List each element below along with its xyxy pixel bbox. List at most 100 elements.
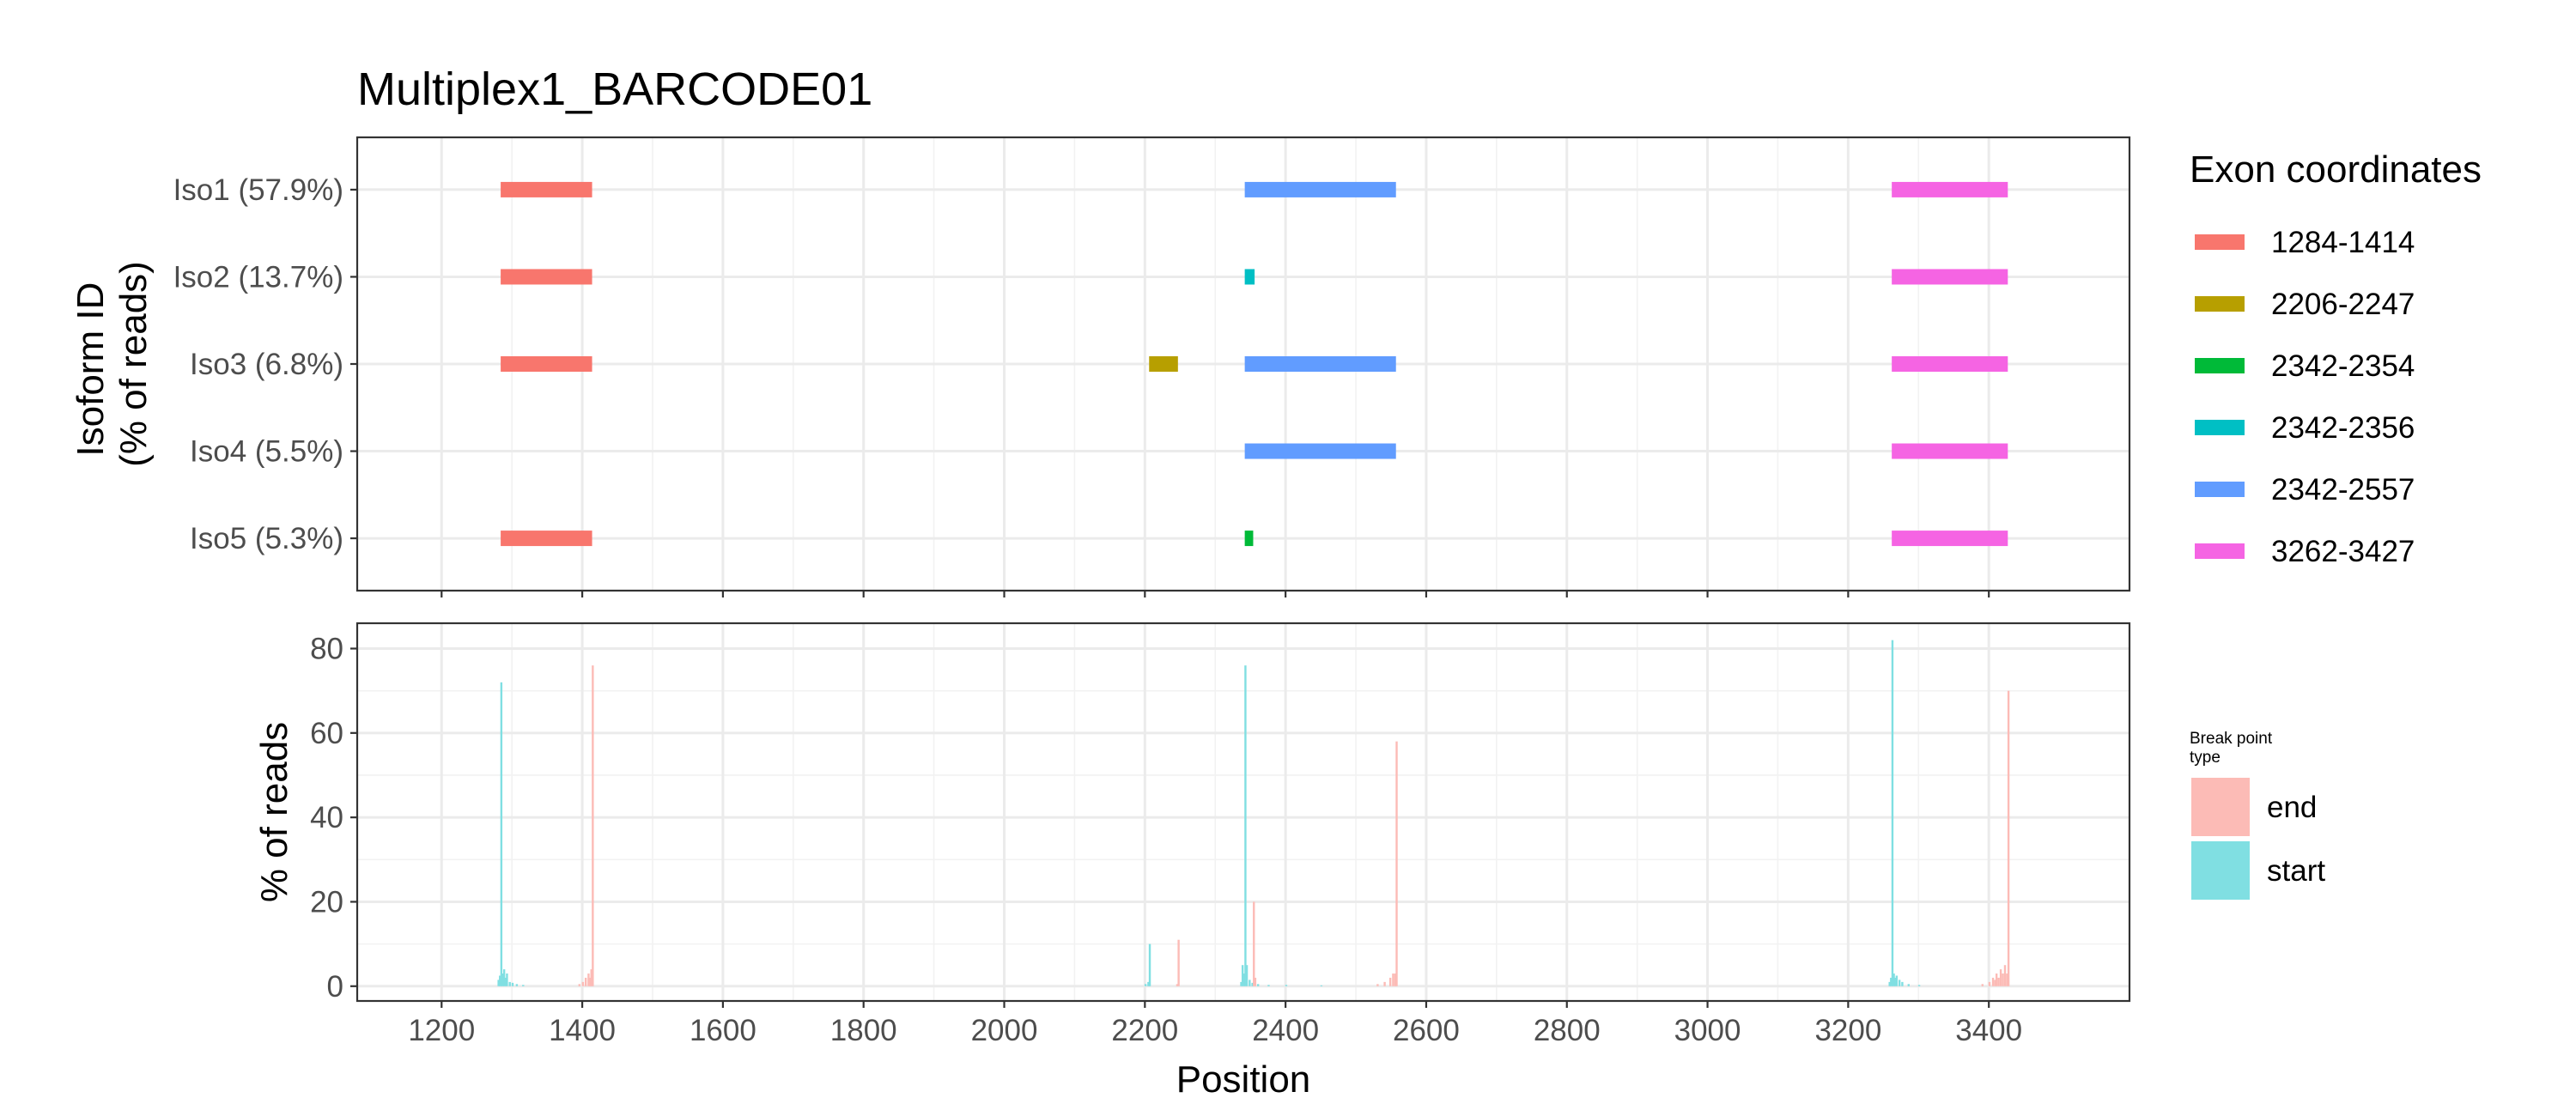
exon-bar [1244, 181, 1396, 197]
breakpoint-bar [515, 984, 519, 986]
exon-bar [1892, 356, 2008, 372]
position-tick-label: 3400 [1955, 1014, 2022, 1047]
exon-bar [1892, 269, 2008, 285]
breakpoint-bar [1267, 985, 1270, 986]
position-tick-label: 2600 [1393, 1014, 1460, 1047]
breakpoint-bar [502, 969, 506, 986]
breakpoint-bar [1249, 980, 1251, 986]
exon-legend-label: 1284-1414 [2271, 226, 2415, 259]
breakpoint-bar [587, 973, 590, 986]
exon-legend-label: 2342-2356 [2271, 411, 2415, 445]
breakpoint-legend-title-line-1: Break point [2190, 730, 2273, 748]
breakpoint-bar [1383, 981, 1386, 986]
breakpoint-bar [2006, 973, 2008, 986]
breakpoint-bar [1890, 977, 1893, 986]
breakpoint-bar [1907, 984, 1910, 986]
breakpoint-bar [1891, 640, 1894, 986]
isoform-label: Iso5 (5.3%) [190, 522, 343, 555]
exon-legend-key [2195, 543, 2245, 559]
exon-legend-key [2195, 420, 2245, 435]
breakpoint-bar [1901, 981, 1904, 986]
position-tick-label: 2400 [1252, 1014, 1319, 1047]
percent-axis: 0 20 40 60 80 [310, 632, 357, 1004]
breakpoint-bar [1917, 985, 1921, 986]
position-tick-label: 2200 [1111, 1014, 1178, 1047]
breakpoint-bar [1147, 981, 1150, 986]
isoform-label: Iso3 (6.8%) [190, 348, 343, 381]
breakpoint-legend-key [2191, 841, 2250, 900]
exon-legend-label: 2206-2247 [2271, 288, 2415, 321]
breakpoint-bar [2003, 965, 2007, 986]
exon-legend-items: 1284-1414 2206-2247 2342-2354 2342-2356 2342… [2195, 226, 2415, 568]
isoform-label: Iso2 (13.7%) [173, 260, 343, 294]
breakpoint-bar [1242, 973, 1245, 986]
breakpoint-bars [497, 640, 2010, 986]
breakpoint-bar [2007, 690, 2010, 986]
exon-bar [1244, 443, 1396, 459]
percent-tick-label: 20 [310, 885, 343, 919]
breakpoint-bar [1253, 901, 1255, 986]
exon-bar [501, 269, 592, 285]
exon-bars [501, 181, 2008, 547]
exon-bar [501, 181, 592, 197]
breakpoint-bar [1254, 977, 1257, 986]
exon-bar [501, 356, 592, 372]
breakpoint-bar [592, 665, 594, 986]
percent-tick-label: 60 [310, 717, 343, 750]
breakpoint-bar [506, 973, 508, 986]
breakpoint-bar [508, 981, 511, 986]
breakpoint-bar [1176, 984, 1179, 986]
breakpoint-bar [1994, 980, 1996, 986]
chart-title: Multiplex1_BARCODE01 [357, 64, 872, 115]
breakpoint-bar [1895, 975, 1899, 986]
position-tick-label: 2800 [1534, 1014, 1601, 1047]
exon-bar [1149, 356, 1178, 372]
isoform-panel: Iso1 (57.9%) Iso2 (13.7%) Iso3 (6.8%) Iso4 … [70, 136, 2131, 597]
percent-tick-label: 80 [310, 632, 343, 665]
breakpoint-bar [1392, 973, 1394, 986]
breakpoint-bar [581, 981, 585, 986]
exon-legend-label: 2342-2557 [2271, 473, 2415, 506]
percent-tick-label: 40 [310, 801, 343, 834]
breakpoint-bar [1894, 977, 1897, 986]
breakpoint-panel-border [355, 622, 2131, 1003]
isoform-axis-title-line-1: Isoform ID [70, 282, 112, 457]
exon-legend-key [2195, 234, 2245, 250]
exon-bar [1244, 356, 1396, 372]
breakpoint-legend-title-line-2: type [2190, 749, 2221, 767]
breakpoint-bar [1991, 977, 1995, 986]
exon-bar [1244, 269, 1255, 285]
breakpoint-bar [1251, 982, 1254, 986]
exon-legend-key [2195, 482, 2245, 497]
breakpoint-bar [1144, 984, 1147, 986]
position-tick-label: 3200 [1814, 1014, 1881, 1047]
breakpoint-bar [1148, 943, 1151, 986]
breakpoint-bar [1995, 973, 1998, 986]
isoform-panel-grid [357, 137, 2129, 591]
position-tick-label: 1600 [690, 1014, 756, 1047]
breakpoint-bar [1988, 981, 1991, 986]
isoform-axis-title-line-2: (% of reads) [112, 261, 155, 467]
breakpoint-bar [1395, 741, 1398, 986]
breakpoint-legend-label: end [2267, 791, 2317, 824]
position-tick-label: 1400 [549, 1014, 616, 1047]
position-tick-label: 3000 [1674, 1014, 1741, 1047]
breakpoint-bar [1898, 980, 1901, 986]
breakpoint-bar [590, 969, 592, 986]
breakpoint-bar [1999, 969, 2002, 986]
exon-bar [1892, 443, 2008, 459]
breakpoint-bar [1394, 973, 1397, 986]
exon-bar [1892, 531, 2008, 547]
position-tick-label: 1800 [830, 1014, 897, 1047]
breakpoint-bar [1241, 965, 1244, 986]
breakpoint-bar [500, 682, 503, 986]
exon-bar [501, 531, 592, 547]
position-axis: 1200 1400 1600 1800 2000 2200 2400 2600 2800 3000… [408, 1001, 2022, 1047]
breakpoint-bar [1981, 984, 1984, 986]
breakpoint-bar [1376, 984, 1379, 986]
breakpoint-bar [584, 977, 587, 986]
breakpoint-legend-key [2191, 778, 2250, 836]
breakpoint-bar [511, 982, 514, 986]
percent-tick-label: 0 [327, 970, 343, 1004]
